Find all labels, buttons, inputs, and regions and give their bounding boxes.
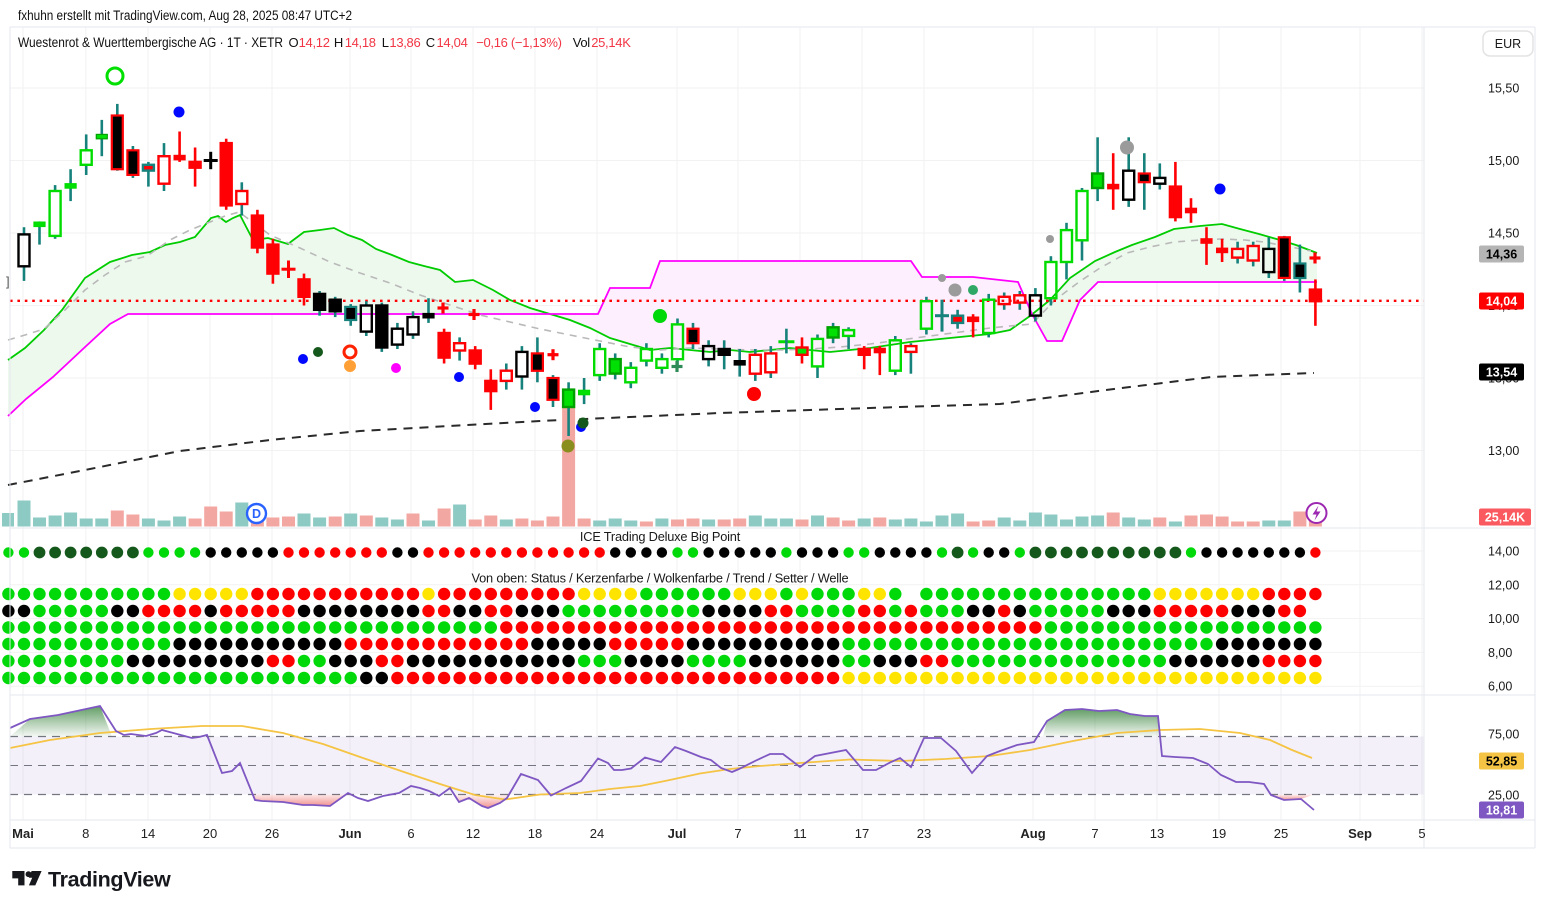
svg-text:7: 7 (1091, 826, 1098, 841)
svg-text:20: 20 (203, 826, 217, 841)
svg-text:14,50: 14,50 (1488, 227, 1519, 241)
svg-text:15,00: 15,00 (1488, 154, 1519, 168)
svg-text:Jun: Jun (338, 826, 361, 841)
svg-text:25,14K: 25,14K (591, 35, 631, 50)
svg-text:8,00: 8,00 (1488, 646, 1512, 660)
svg-text:14,18: 14,18 (345, 35, 376, 50)
svg-text:6,00: 6,00 (1488, 680, 1512, 694)
svg-text:EUR: EUR (1495, 37, 1521, 51)
svg-text:13,54: 13,54 (1486, 366, 1517, 380)
svg-text:7: 7 (734, 826, 741, 841)
svg-text:13,86: 13,86 (389, 35, 420, 50)
svg-text:ICE Trading Deluxe Big Point: ICE Trading Deluxe Big Point (580, 529, 741, 544)
svg-text:19: 19 (1212, 826, 1226, 841)
svg-text:13,00: 13,00 (1488, 444, 1519, 458)
svg-text:Mai: Mai (12, 826, 34, 841)
svg-text:C: C (426, 35, 435, 50)
svg-text:17: 17 (855, 826, 869, 841)
svg-text:18: 18 (528, 826, 542, 841)
svg-text:15,50: 15,50 (1488, 82, 1519, 96)
svg-text:25,00: 25,00 (1488, 789, 1519, 803)
svg-text:−0,16 (−1,13%): −0,16 (−1,13%) (476, 35, 561, 50)
svg-text:14,04: 14,04 (1486, 295, 1517, 309)
svg-text:14,00: 14,00 (1488, 545, 1519, 559)
svg-text:D: D (252, 507, 261, 521)
svg-text:Wuestenrot & Wuerttembergische: Wuestenrot & Wuerttembergische AG · 1T ·… (18, 35, 283, 50)
svg-text:Von oben: Status / Kerzenfarbe: Von oben: Status / Kerzenfarbe / Wolkenf… (472, 571, 849, 586)
svg-text:11: 11 (793, 826, 807, 841)
svg-text:Aug: Aug (1020, 826, 1045, 841)
svg-text:52,85: 52,85 (1486, 755, 1517, 769)
svg-text:fxhuhn erstellt mit TradingVie: fxhuhn erstellt mit TradingView.com, Aug… (18, 8, 352, 23)
svg-text:O: O (289, 35, 299, 50)
svg-text:13: 13 (1150, 826, 1164, 841)
svg-text:24: 24 (590, 826, 604, 841)
svg-text:14,36: 14,36 (1486, 248, 1517, 262)
svg-text:5: 5 (1418, 826, 1425, 841)
svg-text:18,81: 18,81 (1486, 804, 1517, 818)
svg-text:26: 26 (265, 826, 279, 841)
svg-text:14,12: 14,12 (299, 35, 330, 50)
svg-text:Vol: Vol (573, 35, 591, 50)
svg-text:Sep: Sep (1348, 826, 1372, 841)
svg-text:TradingView: TradingView (48, 868, 171, 892)
svg-text:23: 23 (917, 826, 931, 841)
svg-text:12,00: 12,00 (1488, 578, 1519, 592)
svg-text:]: ] (6, 274, 10, 289)
svg-text:14,04: 14,04 (437, 35, 468, 50)
svg-text:25,14K: 25,14K (1485, 511, 1525, 525)
svg-text:L: L (382, 35, 389, 50)
svg-text:75,00: 75,00 (1488, 728, 1519, 742)
svg-text:14: 14 (141, 826, 155, 841)
svg-text:H: H (334, 35, 343, 50)
svg-text:12: 12 (466, 826, 480, 841)
svg-text:Jul: Jul (668, 826, 687, 841)
svg-text:25: 25 (1274, 826, 1288, 841)
svg-text:8: 8 (82, 826, 89, 841)
svg-text:10,00: 10,00 (1488, 612, 1519, 626)
svg-text:6: 6 (407, 826, 414, 841)
